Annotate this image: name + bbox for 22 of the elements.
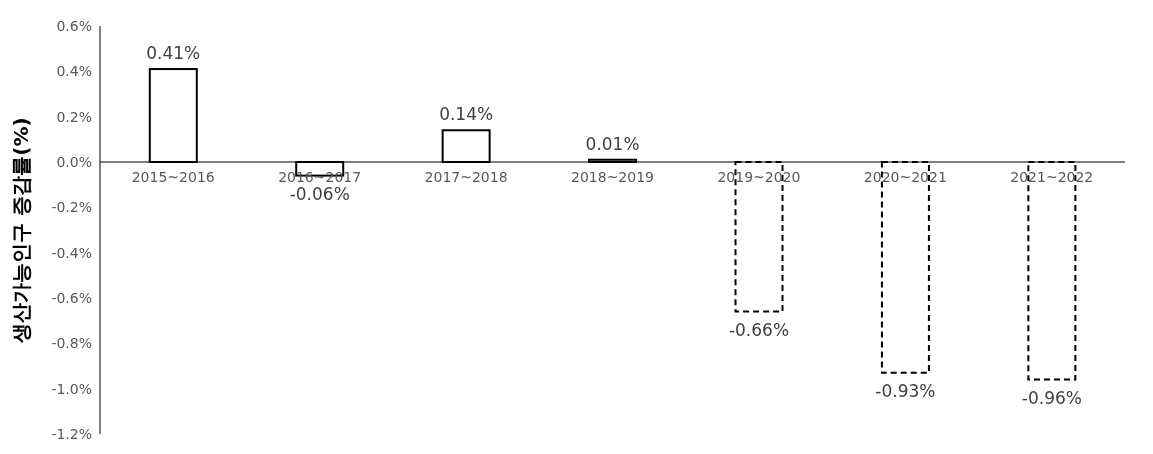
data-label: 0.14% [439,104,494,125]
y-tick-label: -1.2% [51,425,92,442]
x-tick-label: 2021~2022 [1010,169,1094,185]
data-label: -0.06% [289,183,350,204]
y-tick-label: 0.2% [56,108,92,125]
data-label: -0.93% [875,380,936,401]
x-tick-label: 2015~2016 [131,169,215,185]
y-tick-label: -0.6% [51,289,92,306]
x-tick-label: 2018~2019 [571,169,654,185]
y-tick-label: -0.2% [51,199,92,216]
y-tick-label: -1.0% [51,380,92,397]
x-tick-label: 2017~2018 [424,169,508,185]
y-tick-label: -0.4% [51,244,92,261]
y-tick-label: -0.8% [51,335,92,352]
y-tick-label: 0.0% [56,153,92,170]
y-tick-label: 0.4% [56,63,92,80]
y-axis-title: 생산가능인구 증감률(%) [9,117,34,344]
data-label: 0.41% [146,43,201,64]
data-label: -0.96% [1021,387,1082,408]
y-tick-label: 0.6% [56,17,92,34]
data-label: 0.01% [585,133,640,154]
data-label: -0.66% [728,319,790,340]
